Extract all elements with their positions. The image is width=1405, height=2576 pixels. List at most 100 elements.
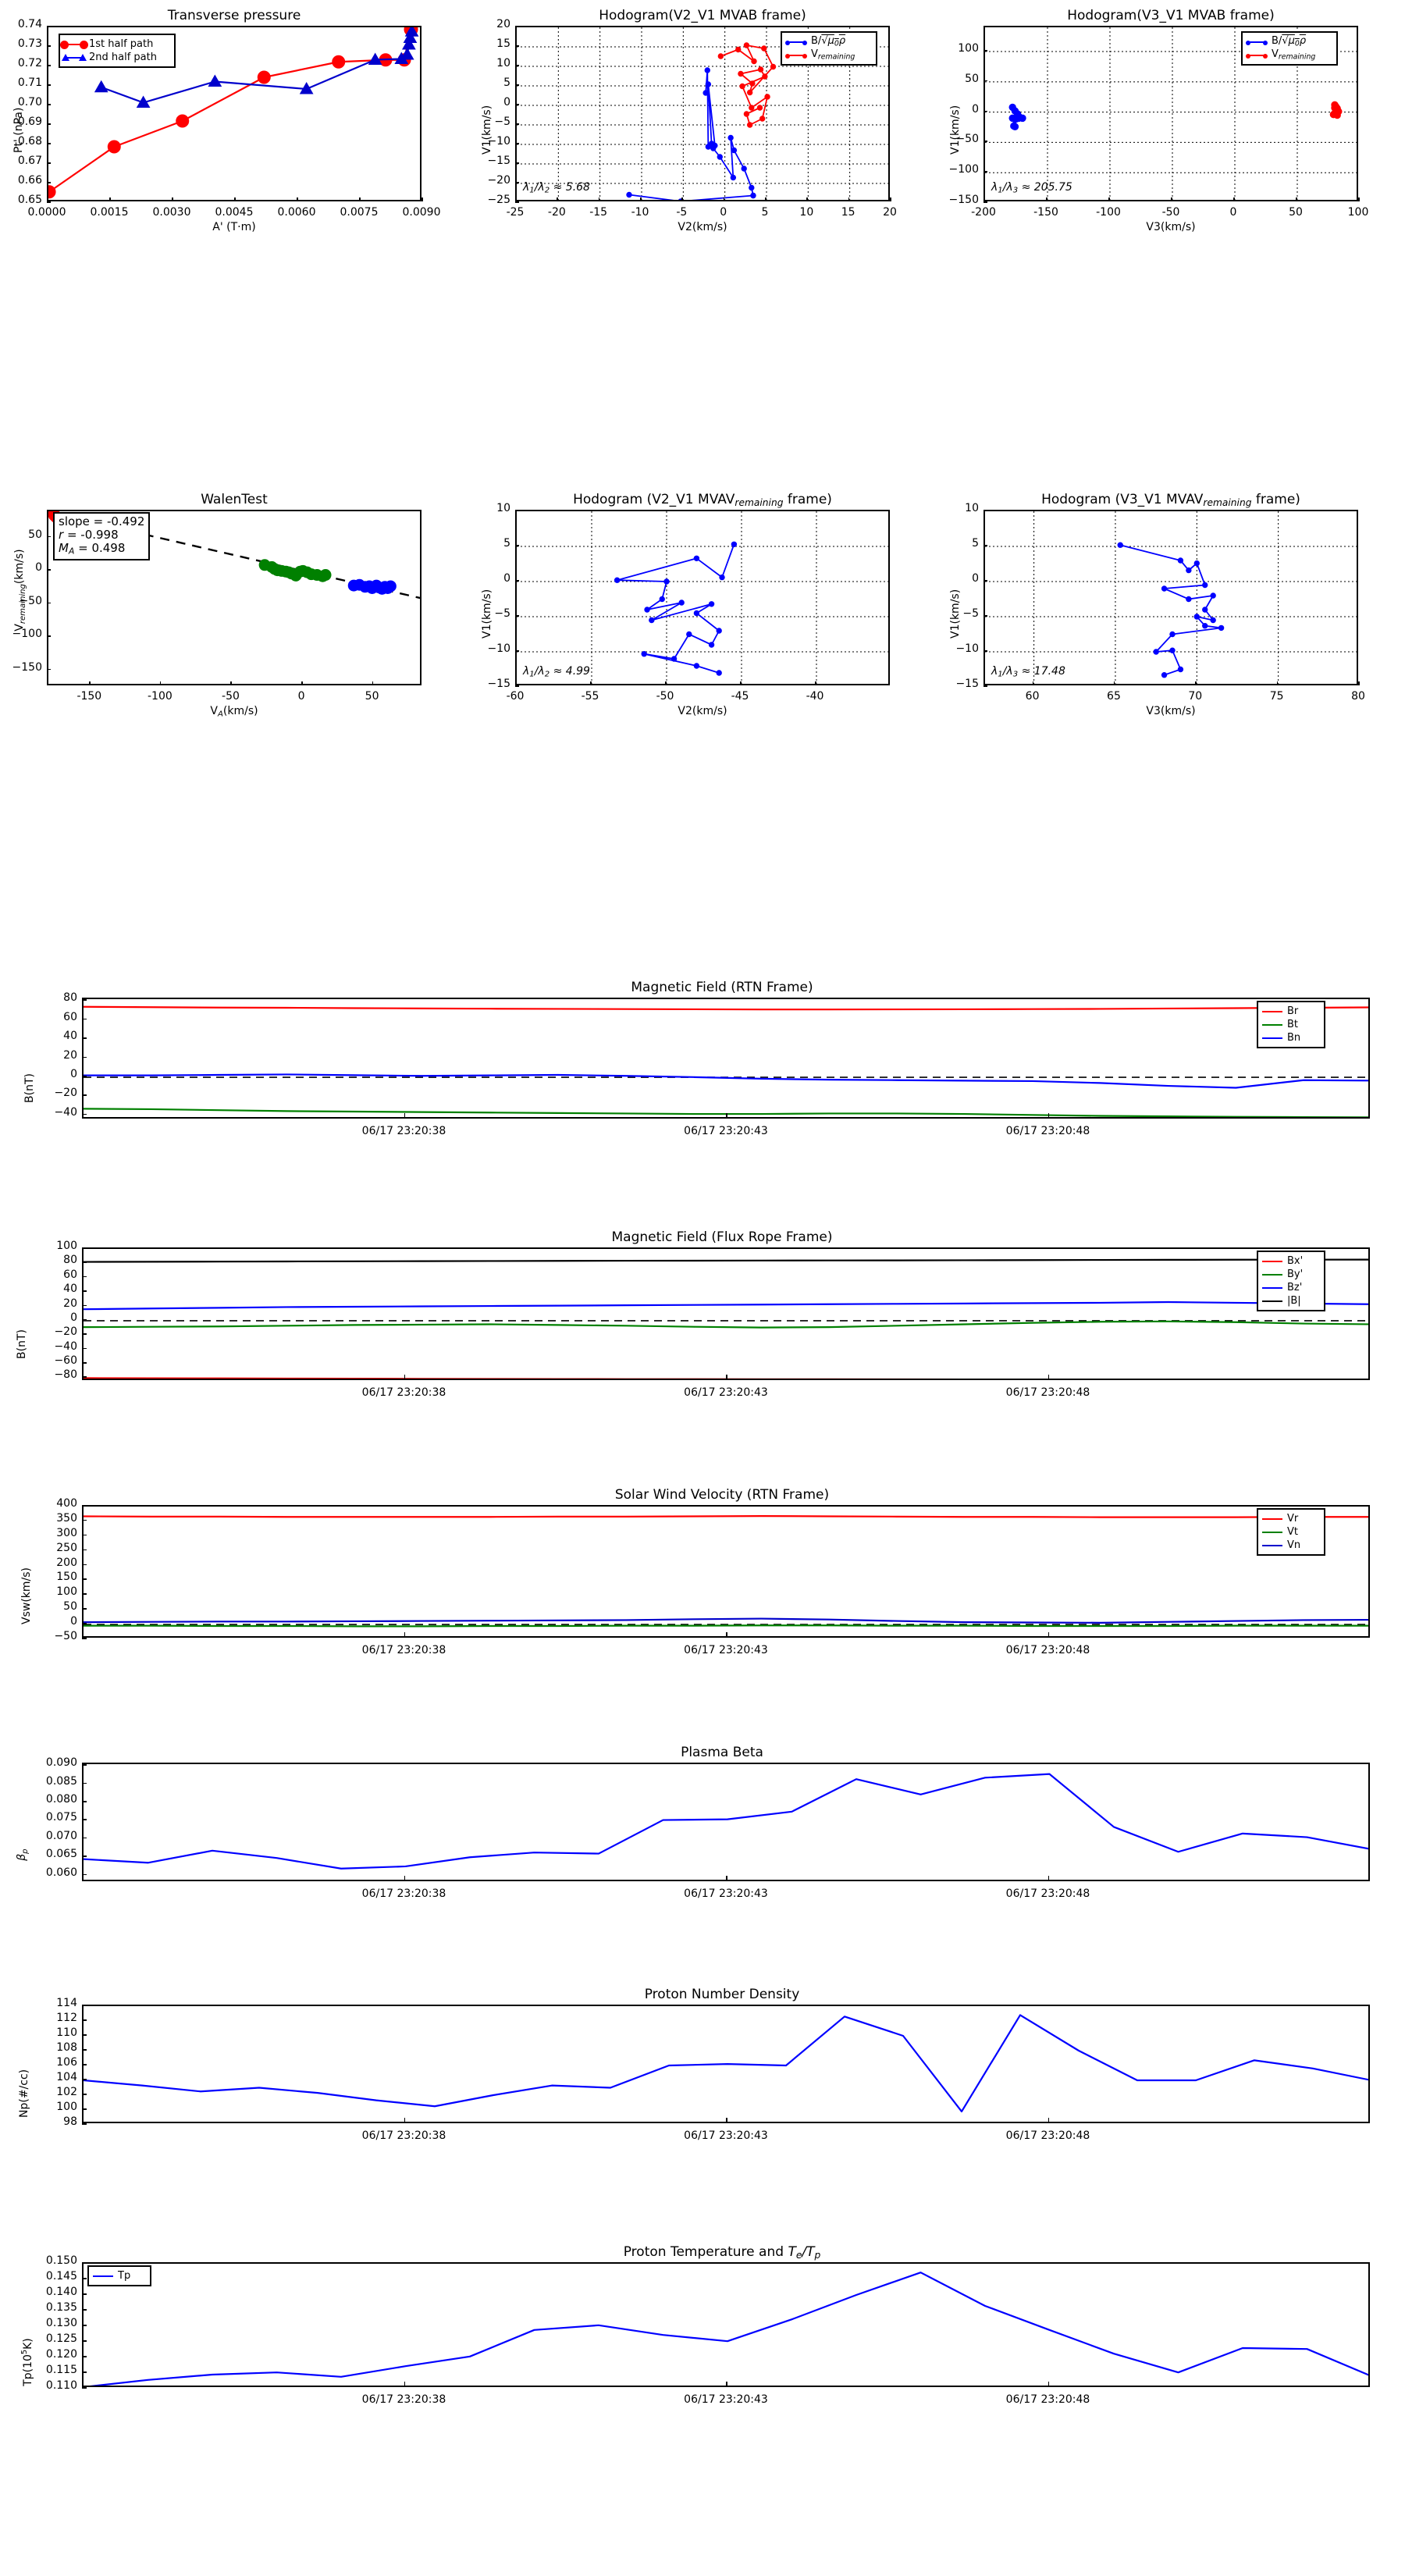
eigenvalue-ratio-annotation: λ1/λ2 ≈ 4.99 [523,665,590,679]
x-tick-label: -5 [676,206,688,219]
y-tick-label: −100 [948,163,979,176]
y-tick-label: 0.68 [17,135,42,148]
legend-label-bzp: Bz' [1287,1282,1303,1293]
x-tick-mark [404,2382,405,2387]
y-tick-label: −150 [948,194,979,206]
y-tick-mark [984,80,987,82]
legend-label-bn: Bn [1287,1032,1301,1044]
y-tick-label: 0.135 [45,2301,77,2314]
y-tick-mark [82,1856,87,1857]
x-tick-label: 0.0060 [277,206,316,219]
y-tick-label: −5 [494,116,510,128]
y-tick-label: 0.74 [17,18,42,30]
x-tick-mark [1048,1632,1049,1638]
y-tick-label: 108 [56,2041,77,2054]
y-tick-label: −20 [487,174,510,187]
y-tick-mark [515,84,519,86]
eigenvalue-ratio-annotation: λ1/λ3 ≈ 17.48 [991,665,1065,679]
plot-svg [84,2014,1368,2112]
x-tick-mark [815,681,816,685]
panel-hodogram-v3v1-mvav: Hodogram (V3_V1 MVAVremaining frame) V1(… [937,453,1405,890]
y-tick-mark [47,84,51,86]
y-tick-mark [82,1534,87,1536]
x-tick-label: 06/17 23:20:48 [1005,1386,1090,1399]
y-tick-mark [82,2293,87,2295]
y-tick-mark [82,1076,87,1077]
x-tick-label: 06/17 23:20:38 [361,1644,446,1656]
x-tick-label: 100 [1347,206,1369,219]
y-tick-mark [82,1782,87,1784]
y-tick-mark [82,1333,87,1335]
x-tick-label: 70 [1188,690,1203,703]
legend-label-vremaining: Vremaining [1272,48,1316,62]
legend-marker-bmag [1262,1300,1282,1302]
plot-svg [84,1258,1368,1379]
y-tick-mark [47,143,51,144]
x-tick-mark [765,197,767,201]
y-tick-mark [47,45,51,47]
plot-area [82,2005,1370,2123]
y-tick-mark [47,162,51,164]
y-tick-label: 10 [496,502,510,514]
y-tick-label: 104 [56,2071,77,2083]
y-tick-mark [47,668,51,671]
legend-label-byp: By' [1287,1268,1304,1280]
y-tick-label: 100 [56,1585,77,1599]
x-tick-mark [740,681,742,685]
y-tick-mark [515,650,519,652]
legend-magnetic-field-flux-rope: Bx' By' Bz' |B| [1257,1251,1325,1311]
legend-label-1st-half: 1st half path [89,38,154,50]
y-tick-label: −50 [54,1630,77,1642]
y-tick-mark [515,123,519,125]
legend-marker-1st-half [60,40,88,49]
legend-transverse-pressure: 1st half path 2nd half path [59,34,176,68]
x-tick-label: -50 [222,690,240,703]
y-tick-label: −100 [12,628,42,641]
x-tick-mark [1296,197,1297,201]
y-tick-mark [82,1018,87,1020]
x-tick-label: 50 [365,690,379,703]
legend-label-2nd-half: 2nd half path [89,52,157,63]
panel-magnetic-field-rtn: Magnetic Field (RTN Frame) B(nT) −40 −20 0… [0,976,1405,1171]
y-tick-mark [82,1290,87,1292]
y-tick-mark [47,535,51,538]
legend-hodogram-v3v1-mvab: B/√μ0ρ Vremaining [1241,31,1338,66]
y-tick-label: 0.72 [17,57,42,69]
legend-marker-tp [93,2275,113,2277]
plot-svg [84,1514,1368,1628]
y-tick-label: −25 [487,194,510,206]
plot-svg [84,1005,1368,1117]
legend-marker-vremaining [785,53,807,59]
x-tick-mark [89,681,91,685]
x-tick-mark [359,197,361,201]
x-tick-label: 0.0000 [27,206,66,219]
y-tick-label: 10 [965,502,979,514]
y-tick-label: 0.070 [45,1829,77,1842]
panel-title: Proton Number Density [644,1987,800,2002]
legend-magnetic-field-rtn: Br Bt Bn [1257,1001,1325,1048]
x-axis-label: V3(km/s) [1146,705,1196,717]
y-tick-label: 0.150 [45,2254,77,2267]
y-tick-label: −40 [54,1105,77,1119]
y-tick-label: 0 [70,1068,77,1081]
legend-proton-temperature: Tp [87,2265,151,2286]
panel-plasma-beta: Plasma Beta βp 0.060 0.065 0.070 0.075 0.080… [0,1741,1405,1928]
y-tick-mark [82,1362,87,1364]
x-tick-mark [806,197,808,201]
y-tick-mark [82,1593,87,1595]
x-axis-label: V2(km/s) [678,221,727,233]
x-tick-label: -100 [148,690,173,703]
x-tick-mark [726,2118,727,2123]
y-tick-mark [82,2005,87,2006]
plot-svg [48,27,419,199]
y-tick-mark [82,1819,87,1820]
x-tick-label: 06/17 23:20:43 [684,1125,768,1137]
x-tick-mark [1108,197,1110,201]
x-tick-label: 75 [1269,690,1284,703]
plot-area [82,998,1370,1119]
eigenvalue-ratio-annotation: λ1/λ2 ≈ 5.68 [523,181,590,195]
plot-area [82,1505,1370,1638]
y-tick-mark [47,635,51,637]
plot-svg [985,27,1357,200]
y-tick-label: 0.090 [45,1756,77,1770]
